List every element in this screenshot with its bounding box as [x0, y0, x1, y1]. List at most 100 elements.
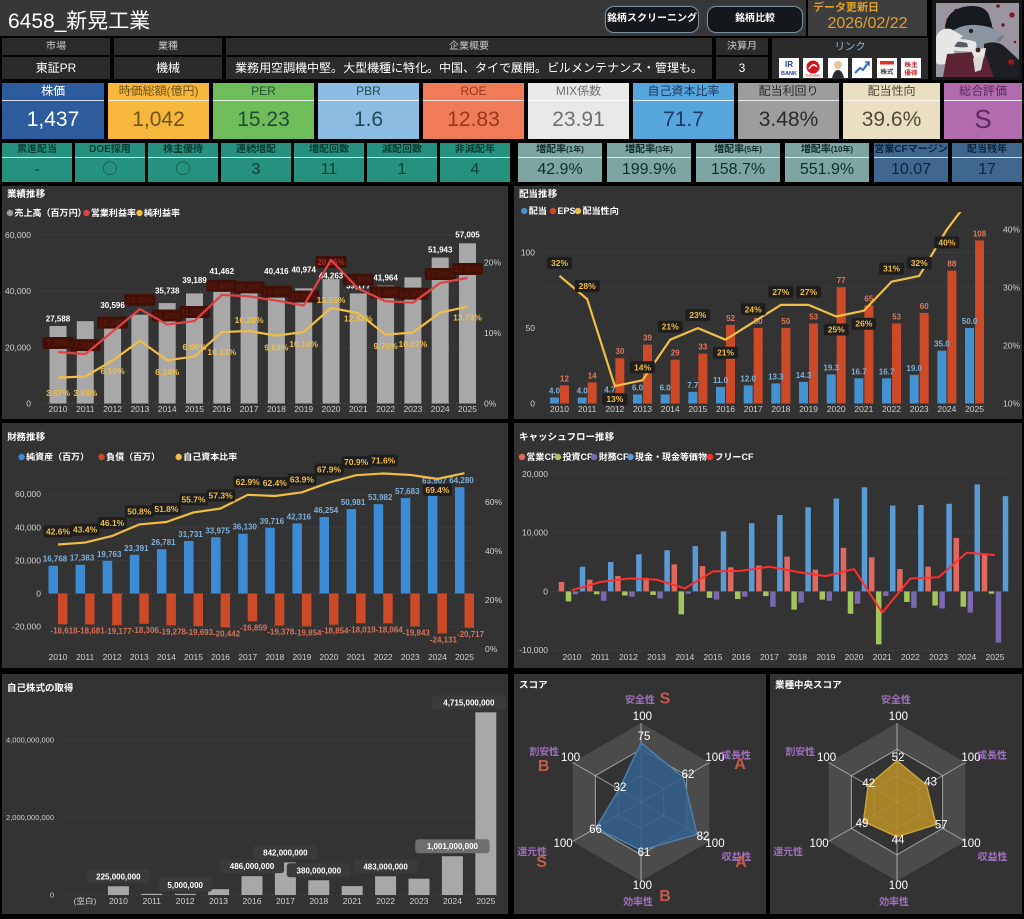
svg-text:30%: 30% [1003, 283, 1020, 293]
svg-text:-19,843: -19,843 [403, 628, 431, 637]
svg-text:9.76%: 9.76% [374, 341, 399, 351]
svg-text:効率性: 効率性 [622, 896, 653, 908]
svg-text:100: 100 [633, 711, 652, 723]
svg-text:108: 108 [973, 229, 987, 238]
svg-text:優待: 優待 [905, 69, 919, 77]
svg-text:20.35%: 20.35% [317, 258, 344, 267]
svg-text:70.9%: 70.9% [344, 457, 369, 467]
svg-text:57,683: 57,683 [395, 487, 420, 496]
svg-text:31%: 31% [883, 264, 900, 274]
svg-text:2020: 2020 [320, 652, 339, 662]
svg-text:2025: 2025 [458, 404, 477, 414]
svg-text:2019: 2019 [816, 652, 835, 662]
svg-text:2014: 2014 [675, 652, 694, 662]
svg-text:6.66%: 6.66% [182, 342, 207, 352]
svg-text:100: 100 [554, 838, 573, 850]
svg-text:2015: 2015 [184, 652, 203, 662]
svg-text:44,263: 44,263 [319, 272, 344, 281]
svg-text:10%: 10% [1003, 399, 1020, 409]
svg-text:15.40%: 15.40% [208, 282, 235, 291]
svg-text:0: 0 [530, 399, 535, 409]
svg-text:100: 100 [521, 248, 535, 258]
svg-text:12.82%: 12.82% [344, 314, 373, 324]
svg-text:19.3: 19.3 [823, 363, 839, 372]
svg-text:13.3: 13.3 [768, 372, 784, 381]
svg-text:2010: 2010 [563, 652, 582, 662]
svg-text:52: 52 [726, 314, 735, 323]
svg-text:20,000: 20,000 [5, 342, 31, 352]
svg-text:43: 43 [924, 777, 937, 789]
svg-text:14%: 14% [634, 362, 651, 372]
svg-text:営業CF: 営業CF [527, 452, 557, 462]
svg-text:2022: 2022 [882, 404, 901, 414]
svg-text:14: 14 [588, 371, 597, 380]
svg-text:S: S [536, 854, 547, 871]
svg-text:19,763: 19,763 [97, 550, 122, 559]
svg-text:29: 29 [671, 349, 680, 358]
svg-text:6.14%: 6.14% [155, 367, 180, 377]
svg-text:4,000,000,000: 4,000,000,000 [6, 736, 54, 745]
svg-text:11.70%: 11.70% [181, 308, 208, 317]
svg-text:10%: 10% [484, 328, 501, 338]
svg-text:-20,442: -20,442 [213, 629, 241, 638]
svg-text:20%: 20% [485, 595, 502, 605]
svg-text:13.55%: 13.55% [317, 295, 346, 305]
svg-text:28%: 28% [579, 281, 596, 291]
svg-text:投資CF: 投資CF [562, 452, 593, 462]
svg-text:2017: 2017 [276, 896, 295, 906]
svg-text:21%: 21% [662, 322, 679, 332]
svg-text:13.73%: 13.73% [453, 313, 482, 323]
svg-text:配当推移: 配当推移 [519, 188, 558, 200]
svg-text:EPS: EPS [558, 206, 576, 216]
svg-text:100: 100 [561, 752, 580, 764]
svg-text:-20,000: -20,000 [12, 622, 41, 632]
svg-text:-24,131: -24,131 [430, 635, 458, 644]
svg-text:49: 49 [856, 818, 869, 830]
svg-text:0: 0 [26, 399, 31, 409]
svg-text:57: 57 [935, 820, 948, 832]
svg-text:39,716: 39,716 [260, 517, 285, 526]
svg-text:20,000: 20,000 [522, 469, 548, 479]
svg-text:26%: 26% [855, 319, 872, 329]
svg-text:IR: IR [785, 60, 793, 69]
svg-text:39,189: 39,189 [182, 276, 207, 285]
svg-text:2023: 2023 [401, 652, 420, 662]
svg-text:割安性: 割安性 [529, 746, 559, 758]
svg-text:40,974: 40,974 [291, 265, 316, 274]
svg-text:40,000: 40,000 [5, 286, 31, 296]
svg-text:77: 77 [837, 276, 846, 285]
svg-text:100: 100 [961, 838, 980, 850]
svg-text:2023: 2023 [403, 404, 422, 414]
svg-text:51.8%: 51.8% [154, 504, 179, 514]
svg-text:2019: 2019 [292, 652, 311, 662]
svg-text:2011: 2011 [76, 404, 95, 414]
svg-text:2013: 2013 [130, 652, 149, 662]
svg-text:10.13%: 10.13% [207, 347, 236, 357]
svg-text:30,596: 30,596 [100, 301, 125, 310]
svg-text:14.50%: 14.50% [372, 288, 399, 297]
svg-text:-18,019: -18,019 [349, 625, 377, 634]
svg-text:50: 50 [526, 323, 536, 333]
svg-text:-19,378: -19,378 [267, 628, 295, 637]
svg-text:4.0: 4.0 [549, 386, 561, 395]
svg-text:財務推移: 財務推移 [7, 431, 46, 443]
svg-text:2023: 2023 [410, 896, 429, 906]
svg-text:2012: 2012 [103, 652, 122, 662]
svg-text:営業利益率: 営業利益率 [91, 208, 136, 218]
svg-text:6.10%: 6.10% [101, 366, 126, 376]
svg-text:2011: 2011 [76, 652, 95, 662]
svg-text:52: 52 [892, 752, 905, 764]
svg-text:2024: 2024 [428, 652, 447, 662]
svg-text:成長性: 成長性 [721, 749, 751, 762]
svg-text:16,768: 16,768 [43, 555, 68, 564]
svg-text:2016: 2016 [212, 404, 231, 414]
svg-text:33: 33 [698, 343, 707, 352]
svg-text:フリーCF: フリーCF [715, 452, 754, 462]
svg-text:225,000,000: 225,000,000 [96, 872, 141, 881]
svg-text:36,130: 36,130 [232, 523, 257, 532]
svg-text:2025: 2025 [455, 652, 474, 662]
svg-text:3.83%: 3.83% [73, 388, 98, 398]
svg-text:現金・現金等価物: 現金・現金等価物 [634, 452, 707, 462]
svg-text:2017: 2017 [240, 404, 259, 414]
svg-text:46,254: 46,254 [314, 506, 339, 515]
